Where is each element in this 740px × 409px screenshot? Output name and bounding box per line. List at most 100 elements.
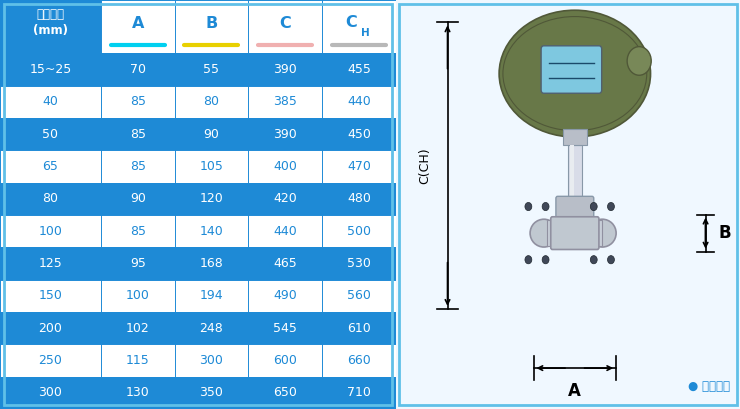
Bar bbox=[175, 0, 248, 53]
Text: 15~25: 15~25 bbox=[30, 63, 72, 76]
Text: B: B bbox=[719, 224, 731, 242]
Text: 90: 90 bbox=[204, 128, 219, 141]
Text: 660: 660 bbox=[347, 354, 371, 367]
Text: 490: 490 bbox=[273, 289, 297, 302]
Text: 560: 560 bbox=[347, 289, 371, 302]
Text: 300: 300 bbox=[200, 354, 223, 367]
Bar bbox=[0, 344, 396, 377]
Bar bbox=[0, 118, 396, 150]
Text: 50: 50 bbox=[42, 128, 58, 141]
Bar bbox=[0, 377, 396, 409]
Circle shape bbox=[542, 202, 549, 211]
Circle shape bbox=[525, 256, 532, 264]
Text: 455: 455 bbox=[347, 63, 371, 76]
Text: 194: 194 bbox=[200, 289, 223, 302]
Text: 125: 125 bbox=[38, 257, 62, 270]
Text: 600: 600 bbox=[273, 354, 297, 367]
Text: 80: 80 bbox=[42, 192, 58, 205]
Text: 420: 420 bbox=[273, 192, 297, 205]
Circle shape bbox=[591, 256, 597, 264]
Text: 390: 390 bbox=[273, 128, 297, 141]
Text: 130: 130 bbox=[126, 387, 149, 399]
Bar bbox=[101, 0, 175, 53]
Text: 465: 465 bbox=[273, 257, 297, 270]
Text: 710: 710 bbox=[347, 387, 371, 399]
Bar bbox=[0, 53, 396, 85]
Bar bbox=[0, 150, 396, 182]
Text: H: H bbox=[361, 28, 369, 38]
Text: 105: 105 bbox=[200, 160, 223, 173]
Bar bbox=[570, 145, 574, 211]
Text: 70: 70 bbox=[130, 63, 146, 76]
Text: 85: 85 bbox=[130, 95, 146, 108]
Text: 350: 350 bbox=[200, 387, 223, 399]
Bar bbox=[0, 182, 396, 215]
Ellipse shape bbox=[588, 219, 616, 247]
Circle shape bbox=[608, 202, 614, 211]
Text: 200: 200 bbox=[38, 321, 62, 335]
Bar bbox=[0, 280, 396, 312]
Bar bbox=[248, 0, 322, 53]
Text: C: C bbox=[279, 16, 291, 31]
Text: 545: 545 bbox=[273, 321, 297, 335]
Ellipse shape bbox=[530, 219, 558, 247]
Ellipse shape bbox=[627, 47, 651, 75]
Circle shape bbox=[525, 202, 532, 211]
FancyBboxPatch shape bbox=[551, 217, 599, 249]
Bar bbox=[322, 0, 396, 53]
Text: 440: 440 bbox=[273, 225, 297, 238]
Bar bbox=[0, 0, 101, 53]
Text: 65: 65 bbox=[42, 160, 58, 173]
Text: 100: 100 bbox=[38, 225, 62, 238]
Text: B: B bbox=[205, 16, 218, 31]
Text: 385: 385 bbox=[273, 95, 297, 108]
Text: 100: 100 bbox=[126, 289, 149, 302]
Text: 440: 440 bbox=[347, 95, 371, 108]
Text: 650: 650 bbox=[273, 387, 297, 399]
Bar bbox=[548, 220, 602, 246]
Ellipse shape bbox=[499, 10, 650, 137]
Text: 480: 480 bbox=[347, 192, 371, 205]
Text: 168: 168 bbox=[200, 257, 223, 270]
Text: ● 常规仪表: ● 常规仪表 bbox=[687, 380, 730, 393]
Bar bbox=[0, 312, 396, 344]
Text: 40: 40 bbox=[42, 95, 58, 108]
Text: 470: 470 bbox=[347, 160, 371, 173]
Text: 450: 450 bbox=[347, 128, 371, 141]
Bar bbox=[0, 247, 396, 280]
Bar bbox=[568, 145, 582, 211]
Circle shape bbox=[542, 256, 549, 264]
Text: 150: 150 bbox=[38, 289, 62, 302]
Text: 仪表口径
(mm): 仪表口径 (mm) bbox=[33, 8, 68, 37]
Text: 140: 140 bbox=[200, 225, 223, 238]
Bar bbox=[0, 85, 396, 118]
Text: 530: 530 bbox=[347, 257, 371, 270]
Text: C: C bbox=[345, 15, 357, 30]
Text: 250: 250 bbox=[38, 354, 62, 367]
Text: 390: 390 bbox=[273, 63, 297, 76]
Bar bbox=[0, 215, 396, 247]
Text: 85: 85 bbox=[130, 225, 146, 238]
FancyBboxPatch shape bbox=[541, 46, 602, 93]
Text: 610: 610 bbox=[347, 321, 371, 335]
Circle shape bbox=[591, 202, 597, 211]
Text: C(CH): C(CH) bbox=[419, 147, 431, 184]
Text: 55: 55 bbox=[204, 63, 220, 76]
FancyBboxPatch shape bbox=[556, 196, 593, 225]
Text: 95: 95 bbox=[130, 257, 146, 270]
Text: 115: 115 bbox=[126, 354, 149, 367]
Text: 102: 102 bbox=[126, 321, 149, 335]
Text: 300: 300 bbox=[38, 387, 62, 399]
Text: 248: 248 bbox=[200, 321, 223, 335]
Text: A: A bbox=[132, 16, 144, 31]
Text: 120: 120 bbox=[200, 192, 223, 205]
Text: A: A bbox=[568, 382, 581, 400]
Text: 85: 85 bbox=[130, 128, 146, 141]
Circle shape bbox=[608, 256, 614, 264]
Text: 400: 400 bbox=[273, 160, 297, 173]
Text: 80: 80 bbox=[204, 95, 220, 108]
Bar bbox=[563, 129, 587, 145]
Text: 85: 85 bbox=[130, 160, 146, 173]
Text: 500: 500 bbox=[347, 225, 371, 238]
Text: 90: 90 bbox=[130, 192, 146, 205]
